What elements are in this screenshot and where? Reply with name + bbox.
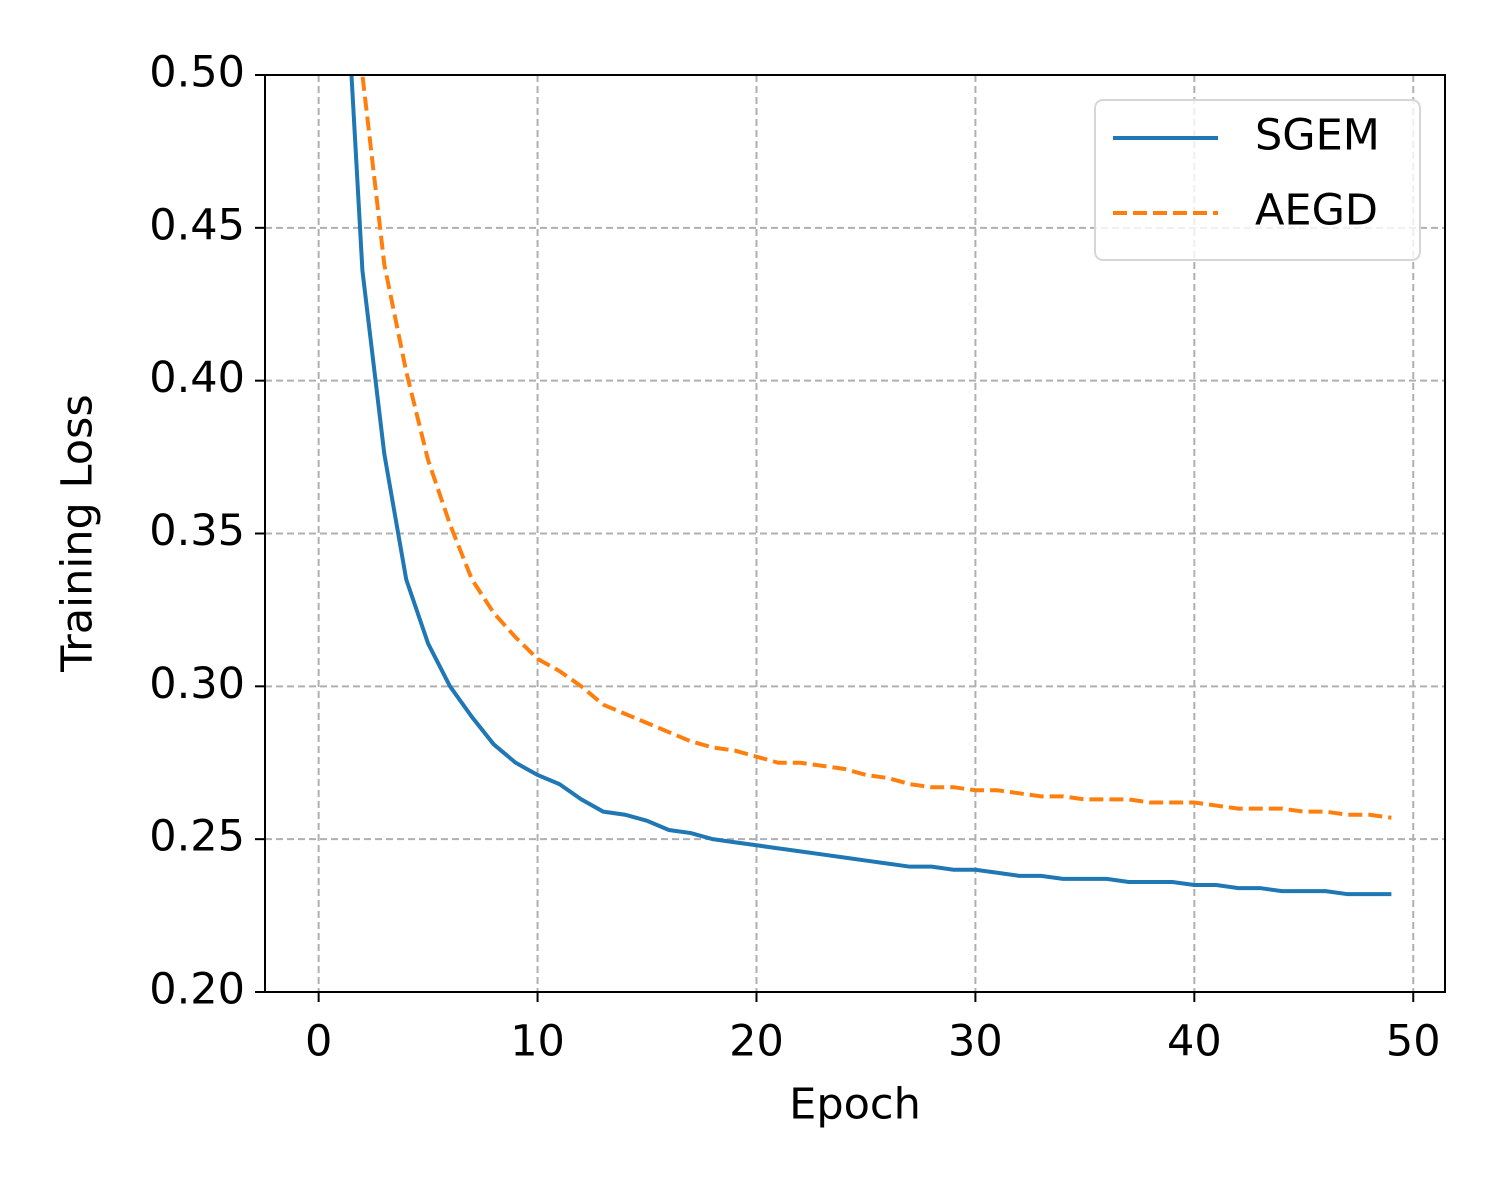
x-tick-label: 30 [948, 1017, 1003, 1067]
y-tick-label: 0.25 [149, 812, 245, 862]
x-axis-label: Epoch [789, 1080, 921, 1130]
y-tick-label: 0.40 [149, 353, 245, 403]
y-tick-label: 0.30 [149, 659, 245, 709]
x-tick-label: 50 [1386, 1017, 1441, 1067]
x-tick-label: 20 [729, 1017, 784, 1067]
x-tick-label: 0 [305, 1017, 332, 1067]
y-tick-label: 0.20 [149, 965, 245, 1015]
axes-frame [264, 74, 1446, 993]
y-tick-label: 0.50 [149, 48, 245, 98]
x-tick-label: 10 [510, 1017, 565, 1067]
y-axis-label: Training Loss [53, 394, 103, 673]
line [349, 75, 1392, 897]
legend-label: AEGD [1255, 186, 1378, 236]
y-tick-label: 0.45 [149, 200, 245, 250]
legend-label: SGEM [1255, 111, 1380, 161]
x-tick-label: 40 [1167, 1017, 1222, 1067]
line [360, 75, 1392, 820]
y-tick-label: 0.35 [149, 506, 245, 556]
plot-area [349, 75, 1392, 897]
